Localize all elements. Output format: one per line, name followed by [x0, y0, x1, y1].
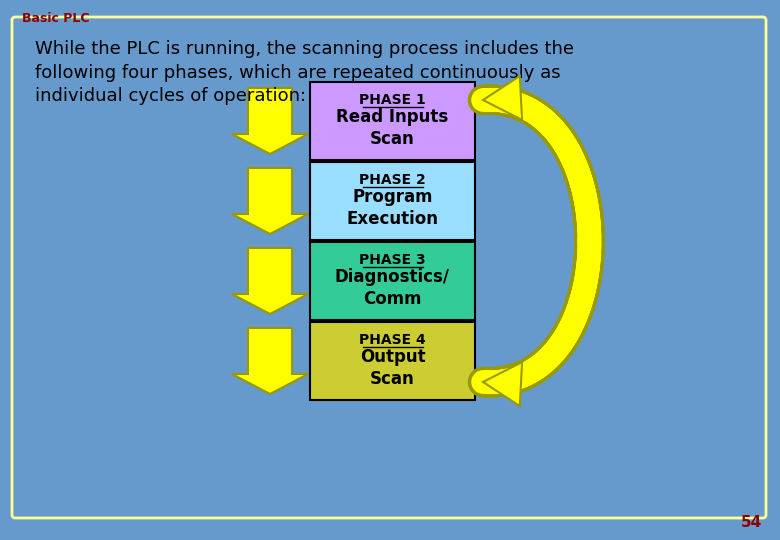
- FancyBboxPatch shape: [12, 17, 766, 518]
- Text: Read Inputs
Scan: Read Inputs Scan: [336, 108, 448, 148]
- Bar: [310, 162, 475, 240]
- Polygon shape: [232, 168, 308, 234]
- Text: PHASE 1: PHASE 1: [359, 93, 426, 107]
- Polygon shape: [232, 248, 308, 314]
- Bar: [310, 82, 475, 160]
- Text: 54: 54: [741, 515, 762, 530]
- Bar: [310, 242, 475, 320]
- Text: PHASE 2: PHASE 2: [359, 173, 426, 187]
- Polygon shape: [232, 88, 308, 154]
- Text: Output
Scan: Output Scan: [360, 348, 425, 388]
- Polygon shape: [483, 76, 522, 120]
- Text: Basic PLC: Basic PLC: [22, 12, 90, 25]
- Text: Diagnostics/
Comm: Diagnostics/ Comm: [335, 268, 450, 308]
- Polygon shape: [483, 362, 522, 406]
- Bar: [310, 322, 475, 400]
- Text: PHASE 3: PHASE 3: [359, 253, 426, 267]
- Text: Program
Execution: Program Execution: [346, 188, 438, 228]
- Text: PHASE 4: PHASE 4: [359, 333, 426, 347]
- Polygon shape: [232, 328, 308, 394]
- Text: While the PLC is running, the scanning process includes the
following four phase: While the PLC is running, the scanning p…: [35, 40, 574, 105]
